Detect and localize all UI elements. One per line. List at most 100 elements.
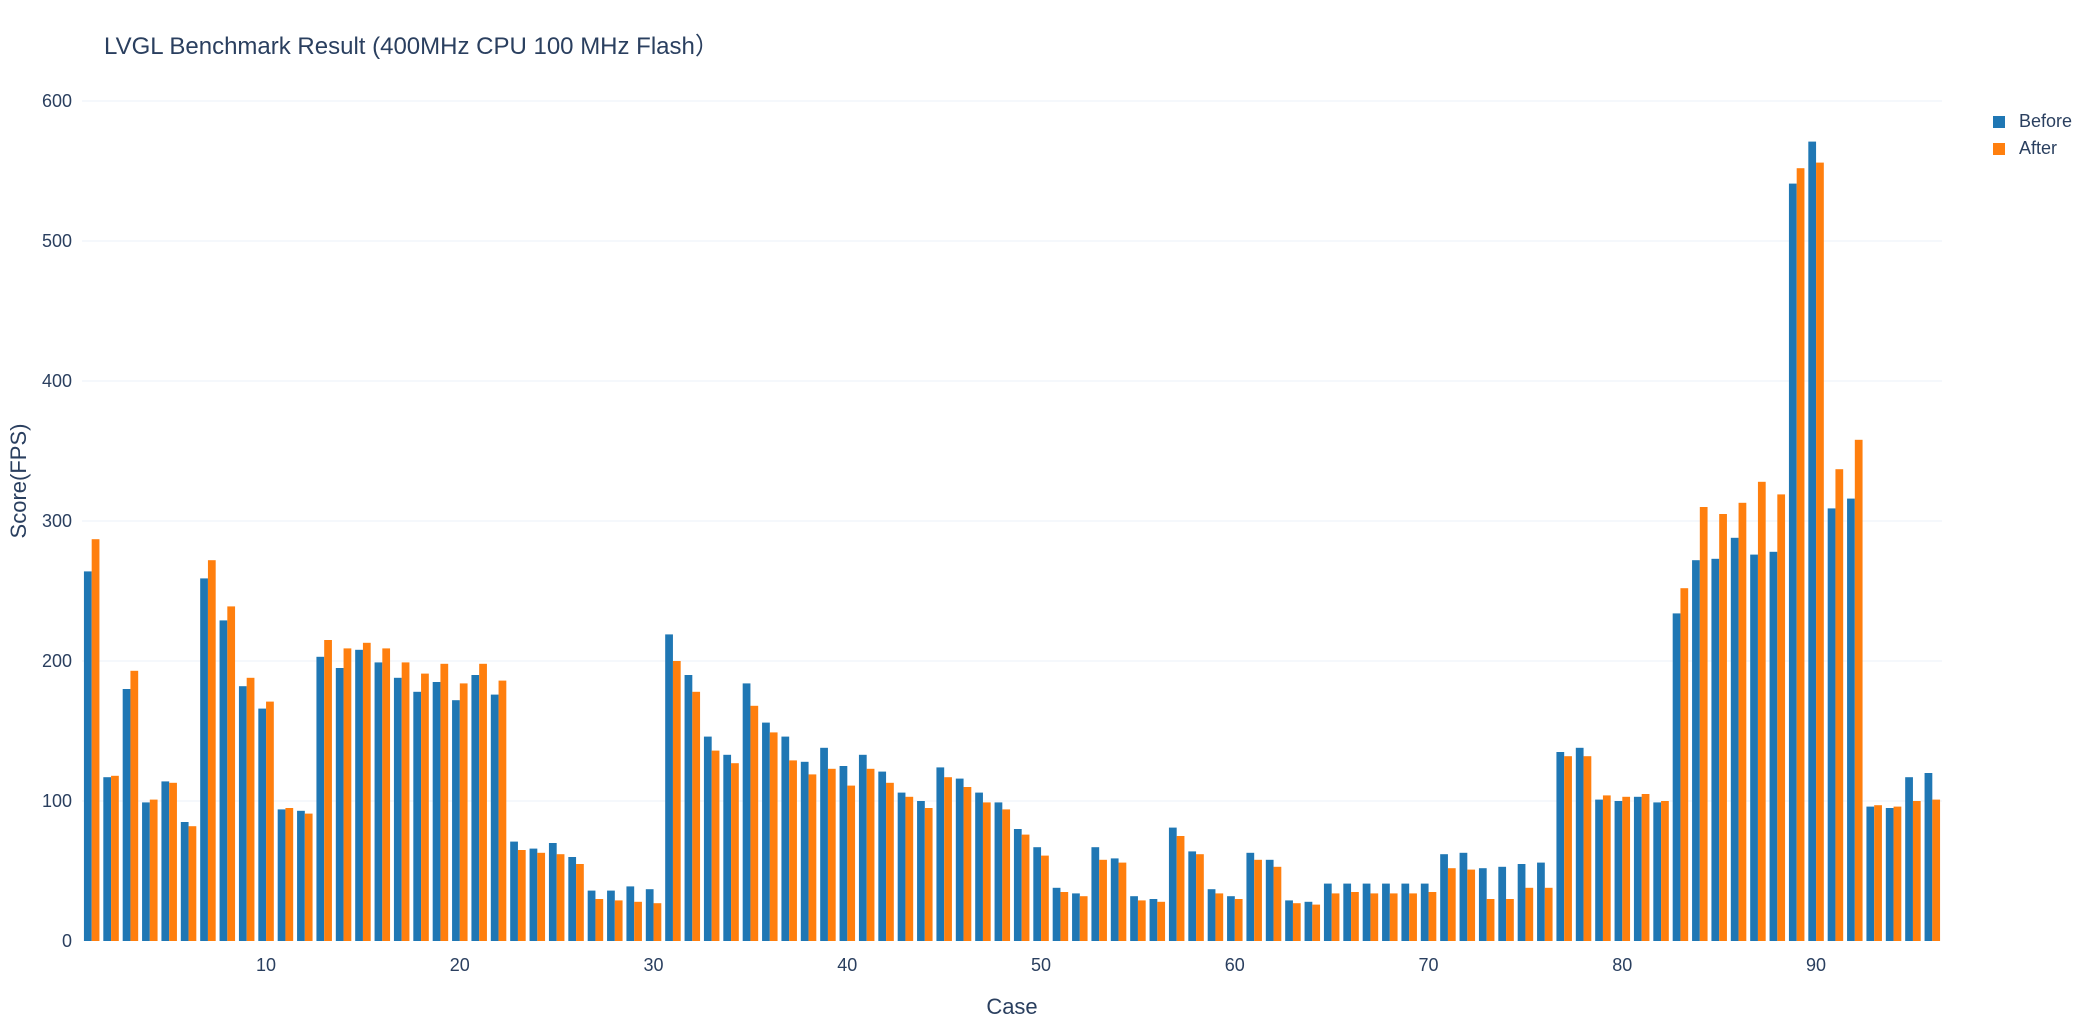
x-tick-label: 90 xyxy=(1806,955,1826,975)
bar-before xyxy=(800,761,809,941)
x-axis-title: Case xyxy=(986,994,1037,1019)
bar-before xyxy=(917,801,925,941)
bar-after xyxy=(459,683,468,941)
bar-after xyxy=(1912,801,1921,941)
bar-before xyxy=(1575,747,1584,941)
bar-before xyxy=(142,802,150,941)
legend-item-after[interactable]: After xyxy=(1993,135,2072,162)
bar-after xyxy=(1719,514,1727,941)
legend[interactable]: Before After xyxy=(1993,108,2072,162)
bar-after xyxy=(207,560,216,941)
x-tick-label: 60 xyxy=(1225,955,1245,975)
bar-before xyxy=(897,792,906,941)
legend-swatch xyxy=(1993,115,2005,128)
bar-before xyxy=(1595,799,1603,941)
bar-before xyxy=(490,694,499,941)
bar-before xyxy=(1614,801,1623,941)
bar-before xyxy=(1052,887,1061,941)
bar-before xyxy=(393,677,402,941)
bar-after xyxy=(1486,899,1495,941)
bar-after xyxy=(1467,869,1476,941)
x-tick-label: 30 xyxy=(644,955,664,975)
bar-after xyxy=(1796,168,1805,941)
bar-after xyxy=(1506,899,1514,941)
bar-before xyxy=(103,777,112,941)
bar-before xyxy=(858,754,867,941)
bar-before xyxy=(529,848,538,941)
bar-before xyxy=(1730,537,1739,941)
bar-before xyxy=(1537,862,1545,941)
bar-after xyxy=(1215,893,1224,941)
y-tick-label: 400 xyxy=(42,371,72,391)
bar-after xyxy=(1874,805,1882,941)
bar-after xyxy=(963,787,972,941)
bar-after xyxy=(750,705,759,941)
x-tick-label: 40 xyxy=(837,955,857,975)
bar-after xyxy=(1099,859,1107,941)
bar-before xyxy=(1110,858,1119,941)
bar-before xyxy=(1672,613,1681,941)
y-tick-label: 600 xyxy=(42,91,72,111)
y-tick-label: 100 xyxy=(42,791,72,811)
chart-title: LVGL Benchmark Result (400MHz CPU 100 MH… xyxy=(104,33,719,60)
bar-before xyxy=(1711,558,1720,941)
bars xyxy=(83,141,1941,942)
bar-after xyxy=(324,640,332,941)
bar-after xyxy=(576,864,584,941)
bar-after xyxy=(1622,796,1631,941)
bar-after xyxy=(1544,887,1553,941)
gridlines xyxy=(82,100,1942,802)
bar-after xyxy=(1234,899,1243,941)
bar-before xyxy=(510,841,518,941)
bar-after xyxy=(421,673,429,941)
bar-before xyxy=(335,668,344,941)
bar-after xyxy=(653,903,662,941)
bar-before xyxy=(665,634,673,941)
bar-after xyxy=(595,899,604,941)
legend-item-before[interactable]: Before xyxy=(1993,108,2072,135)
bar-before xyxy=(432,682,441,941)
bar-after xyxy=(769,732,778,941)
bar-before xyxy=(1498,866,1507,941)
bar-before xyxy=(684,675,693,941)
bar-before xyxy=(1808,141,1817,942)
bar-before xyxy=(1033,847,1042,941)
y-tick-label: 0 xyxy=(62,931,72,951)
bar-after xyxy=(1932,799,1941,941)
bar-after xyxy=(847,785,856,941)
y-tick-label: 500 xyxy=(42,231,72,251)
bar-before xyxy=(607,890,615,941)
bar-after xyxy=(1312,904,1321,941)
bar-before xyxy=(1188,851,1197,941)
bar-before xyxy=(1343,883,1352,941)
legend-label: Before xyxy=(2019,111,2073,131)
bar-after xyxy=(1447,868,1456,941)
bar-before xyxy=(1362,883,1371,941)
bar-before xyxy=(955,778,964,941)
bar-after xyxy=(1254,859,1262,941)
bar-after xyxy=(537,852,546,941)
bar-after xyxy=(1583,756,1592,941)
bar-after xyxy=(1176,836,1185,941)
bar-after xyxy=(1641,794,1650,941)
bar-before xyxy=(1653,802,1662,941)
bar-after xyxy=(827,768,836,941)
bar-after xyxy=(1428,892,1437,941)
bar-before xyxy=(471,675,480,941)
bar-before xyxy=(645,889,654,941)
bar-after xyxy=(1370,893,1379,941)
x-tick-label: 80 xyxy=(1612,955,1632,975)
bar-before xyxy=(1692,560,1700,941)
bar-before xyxy=(1265,859,1274,941)
bar-before xyxy=(1440,854,1448,941)
bar-after xyxy=(91,539,100,941)
bar-after xyxy=(556,854,565,941)
bar-before xyxy=(374,662,383,941)
bar-after xyxy=(1002,809,1011,941)
bar-after xyxy=(517,850,526,941)
bar-before xyxy=(1769,551,1778,941)
bar-after xyxy=(1196,854,1204,941)
bar-before xyxy=(1401,883,1410,941)
bar-after xyxy=(1602,795,1611,941)
